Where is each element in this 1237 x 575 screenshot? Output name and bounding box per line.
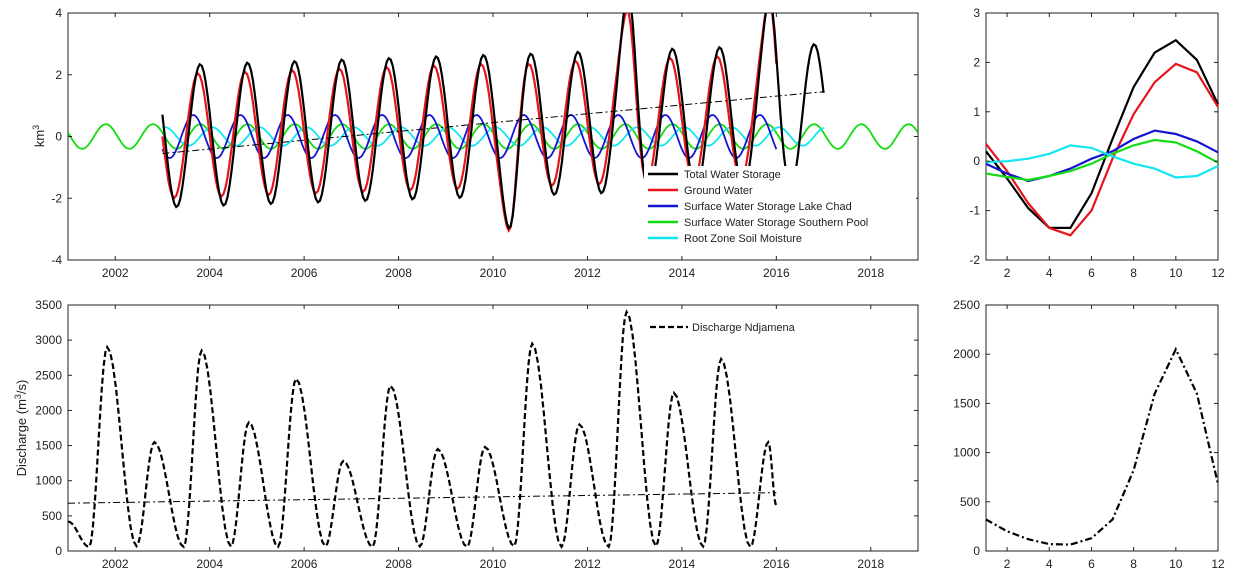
- x-tick-label: 6: [1088, 266, 1095, 280]
- discharge-monthly-series-group: [985, 346, 1220, 546]
- y-tick-label: 3500: [35, 298, 62, 312]
- x-tick-label: 2002: [102, 266, 129, 280]
- x-tick-label: 2006: [291, 557, 318, 571]
- tws-ylabel: km3: [31, 125, 47, 147]
- y-tick-label: 0: [55, 544, 62, 558]
- y-tick-label: -1: [969, 204, 980, 218]
- legend-label: Ground Water: [684, 185, 753, 197]
- discharge-line: [67, 309, 778, 549]
- x-tick-label: 2002: [102, 557, 129, 571]
- y-tick-label: 2500: [35, 368, 62, 382]
- x-tick-label: 2004: [196, 557, 223, 571]
- tws-axis-ticks: 2002 2004 2006 2008 2010 2012 2014 2016 2018 -4 -2…: [51, 6, 918, 280]
- x-tick-label: 10: [1169, 266, 1183, 280]
- x-tick-label: 2012: [574, 266, 601, 280]
- x-tick-label: 2014: [669, 266, 696, 280]
- y-tick-label: 500: [960, 495, 980, 509]
- monthly-series-line-1: [985, 62, 1219, 237]
- monthly-series-line-4: [985, 144, 1219, 179]
- x-tick-label: 2016: [763, 266, 790, 280]
- y-tick-label: 2: [55, 68, 62, 82]
- x-tick-label: 2018: [857, 557, 884, 571]
- y-tick-label: 1000: [35, 474, 62, 488]
- x-tick-label: 4: [1046, 557, 1053, 571]
- discharge-legend: Discharge Ndjamena: [650, 322, 796, 334]
- x-tick-label: 2008: [385, 557, 412, 571]
- series-line-0: [161, 13, 825, 231]
- monthly-discharge-line: [985, 346, 1220, 546]
- x-tick-label: 6: [1088, 557, 1095, 571]
- discharge-axis-ticks: 2002 2004 2006 2008 2010 2012 2014 2016 2018 0 500…: [35, 298, 918, 571]
- plot-area-discharge-monthly: [985, 304, 1219, 552]
- y-tick-label: 3000: [35, 333, 62, 347]
- panel-discharge: 2002 2004 2006 2008 2010 2012 2014 2016 2018 0 500…: [13, 298, 919, 571]
- y-tick-label: -2: [51, 191, 62, 205]
- panel-tws: 2002 2004 2006 2008 2010 2012 2014 2016 2018 -4 -2…: [31, 6, 919, 280]
- y-tick-label: 2000: [35, 403, 62, 417]
- discharge-ylabel: Discharge (m3/s): [13, 380, 29, 477]
- legend-label: Root Zone Soil Moisture: [684, 233, 802, 245]
- x-tick-label: 2012: [574, 557, 601, 571]
- x-tick-label: 2010: [480, 266, 507, 280]
- x-tick-label: 2: [1004, 557, 1011, 571]
- tws-monthly-series-group: [985, 38, 1219, 237]
- x-tick-label: 4: [1046, 266, 1053, 280]
- y-tick-label: 0: [973, 154, 980, 168]
- x-tick-label: 2: [1004, 266, 1011, 280]
- monthly-series-line-3: [985, 138, 1219, 182]
- x-tick-label: 10: [1169, 557, 1183, 571]
- x-tick-label: 8: [1130, 557, 1137, 571]
- discharge-monthly-axis-ticks: 2 4 6 8 10 12 0 500 1000 1500 2000 2500: [953, 298, 1225, 571]
- legend-label: Surface Water Storage Lake Chad: [684, 201, 852, 213]
- legend-label: Surface Water Storage Southern Pool: [684, 217, 868, 229]
- y-tick-label: 1000: [953, 446, 980, 460]
- tws-series-group: [68, 13, 918, 233]
- tws-legend: Total Water Storage Ground Water Surface W…: [644, 166, 916, 250]
- x-tick-label: 2016: [763, 557, 790, 571]
- y-tick-label: -4: [51, 253, 62, 267]
- plot-area-tws-monthly: [985, 12, 1219, 261]
- x-tick-label: 12: [1211, 557, 1225, 571]
- y-tick-label: 4: [55, 6, 62, 20]
- x-tick-label: 2014: [669, 557, 696, 571]
- y-tick-label: 500: [42, 509, 62, 523]
- y-tick-label: 0: [973, 544, 980, 558]
- monthly-series-line-0: [985, 38, 1219, 229]
- x-tick-label: 2004: [196, 266, 223, 280]
- y-tick-label: 1: [973, 105, 980, 119]
- y-tick-label: 2000: [953, 347, 980, 361]
- x-tick-label: 2010: [480, 557, 507, 571]
- plot-area-discharge: [67, 304, 919, 552]
- legend-label: Discharge Ndjamena: [692, 322, 796, 334]
- discharge-trendline: [67, 492, 777, 504]
- y-tick-label: -2: [969, 253, 980, 267]
- y-tick-label: 3: [973, 6, 980, 20]
- y-tick-label: 2500: [953, 298, 980, 312]
- x-tick-label: 12: [1211, 266, 1225, 280]
- x-tick-label: 2018: [857, 266, 884, 280]
- x-tick-label: 2006: [291, 266, 318, 280]
- tws-trendline: [162, 91, 824, 154]
- legend-box: [644, 166, 916, 250]
- y-tick-label: 2: [973, 55, 980, 69]
- y-tick-label: 1500: [35, 439, 62, 453]
- x-tick-label: 8: [1130, 266, 1137, 280]
- y-tick-label: 0: [55, 130, 62, 144]
- legend-label: Total Water Storage: [684, 169, 781, 181]
- x-tick-label: 2008: [385, 266, 412, 280]
- y-tick-label: 1500: [953, 396, 980, 410]
- discharge-series-group: [67, 309, 778, 549]
- panel-discharge-monthly: 2 4 6 8 10 12 0 500 1000 1500 2000 2500: [953, 298, 1225, 571]
